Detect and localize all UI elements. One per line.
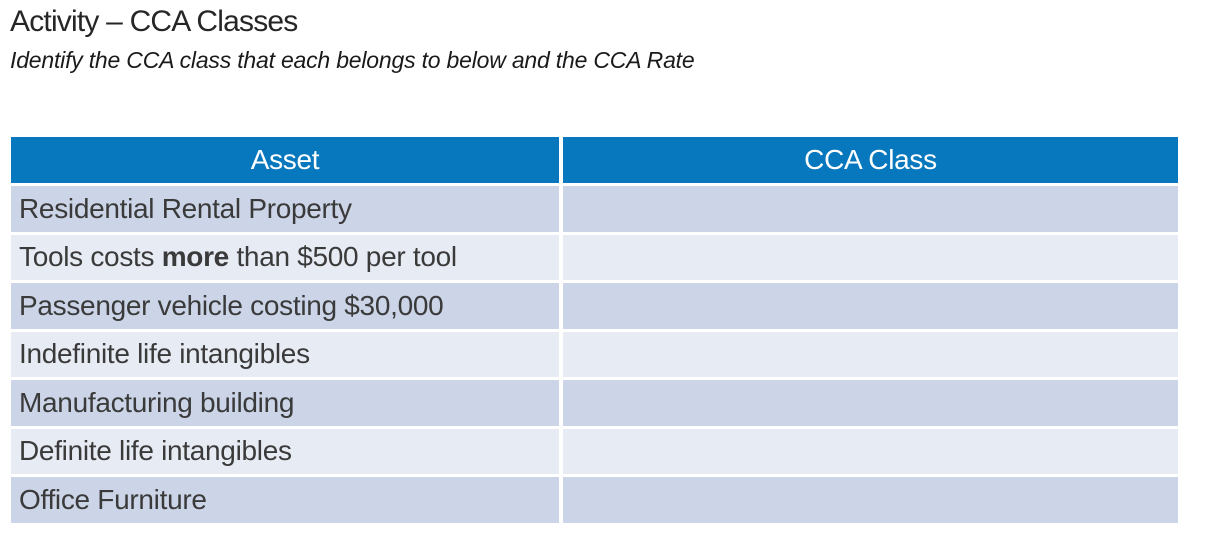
asset-cell: Passenger vehicle costing $30,000 [11, 283, 563, 332]
table-header-row: Asset CCA Class [11, 137, 1178, 186]
page-subtitle: Identify the CCA class that each belongs… [10, 47, 695, 73]
page-title: Activity – CCA Classes [10, 5, 298, 38]
table-row: Indefinite life intangibles [11, 331, 1178, 380]
cca-class-answer-cell[interactable] [563, 331, 1178, 380]
asset-cell: Manufacturing building [11, 380, 563, 429]
table-row: Definite life intangibles [11, 428, 1178, 477]
cca-class-answer-cell[interactable] [563, 477, 1178, 523]
asset-cell: Tools costs more than $500 per tool [11, 234, 563, 283]
cca-class-answer-cell[interactable] [563, 283, 1178, 332]
asset-text-bold: more [161, 241, 230, 273]
column-header-asset: Asset [11, 137, 563, 186]
table-row: Manufacturing building [11, 380, 1178, 429]
table-row: Residential Rental Property [11, 186, 1178, 235]
asset-cell: Definite life intangibles [11, 428, 563, 477]
table-row: Passenger vehicle costing $30,000 [11, 283, 1178, 332]
asset-cell: Residential Rental Property [11, 186, 563, 235]
asset-text-suffix: than $500 per tool [228, 241, 457, 273]
table-row: Tools costs more than $500 per tool [11, 234, 1178, 283]
asset-cell: Indefinite life intangibles [11, 331, 563, 380]
cca-class-answer-cell[interactable] [563, 186, 1178, 235]
table-row: Office Furniture [11, 477, 1178, 523]
column-header-cca-class: CCA Class [563, 137, 1178, 186]
cca-class-answer-cell[interactable] [563, 234, 1178, 283]
cca-classes-table: Asset CCA Class Residential Rental Prope… [11, 137, 1178, 523]
cca-class-answer-cell[interactable] [563, 380, 1178, 429]
asset-text-prefix: Tools costs [19, 241, 162, 273]
cca-class-answer-cell[interactable] [563, 428, 1178, 477]
asset-cell: Office Furniture [11, 477, 563, 523]
